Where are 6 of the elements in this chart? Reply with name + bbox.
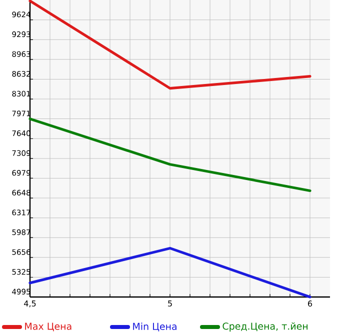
x-tick-label: 4,5 bbox=[24, 300, 36, 308]
legend-label: Max Цена bbox=[25, 322, 72, 332]
legend-label: Сред.Цена, т.йен bbox=[222, 322, 308, 332]
x-tick-label: 6 bbox=[308, 300, 312, 307]
x-tick-label: 5 bbox=[168, 300, 172, 306]
legend-label: Min Цена bbox=[133, 322, 176, 332]
